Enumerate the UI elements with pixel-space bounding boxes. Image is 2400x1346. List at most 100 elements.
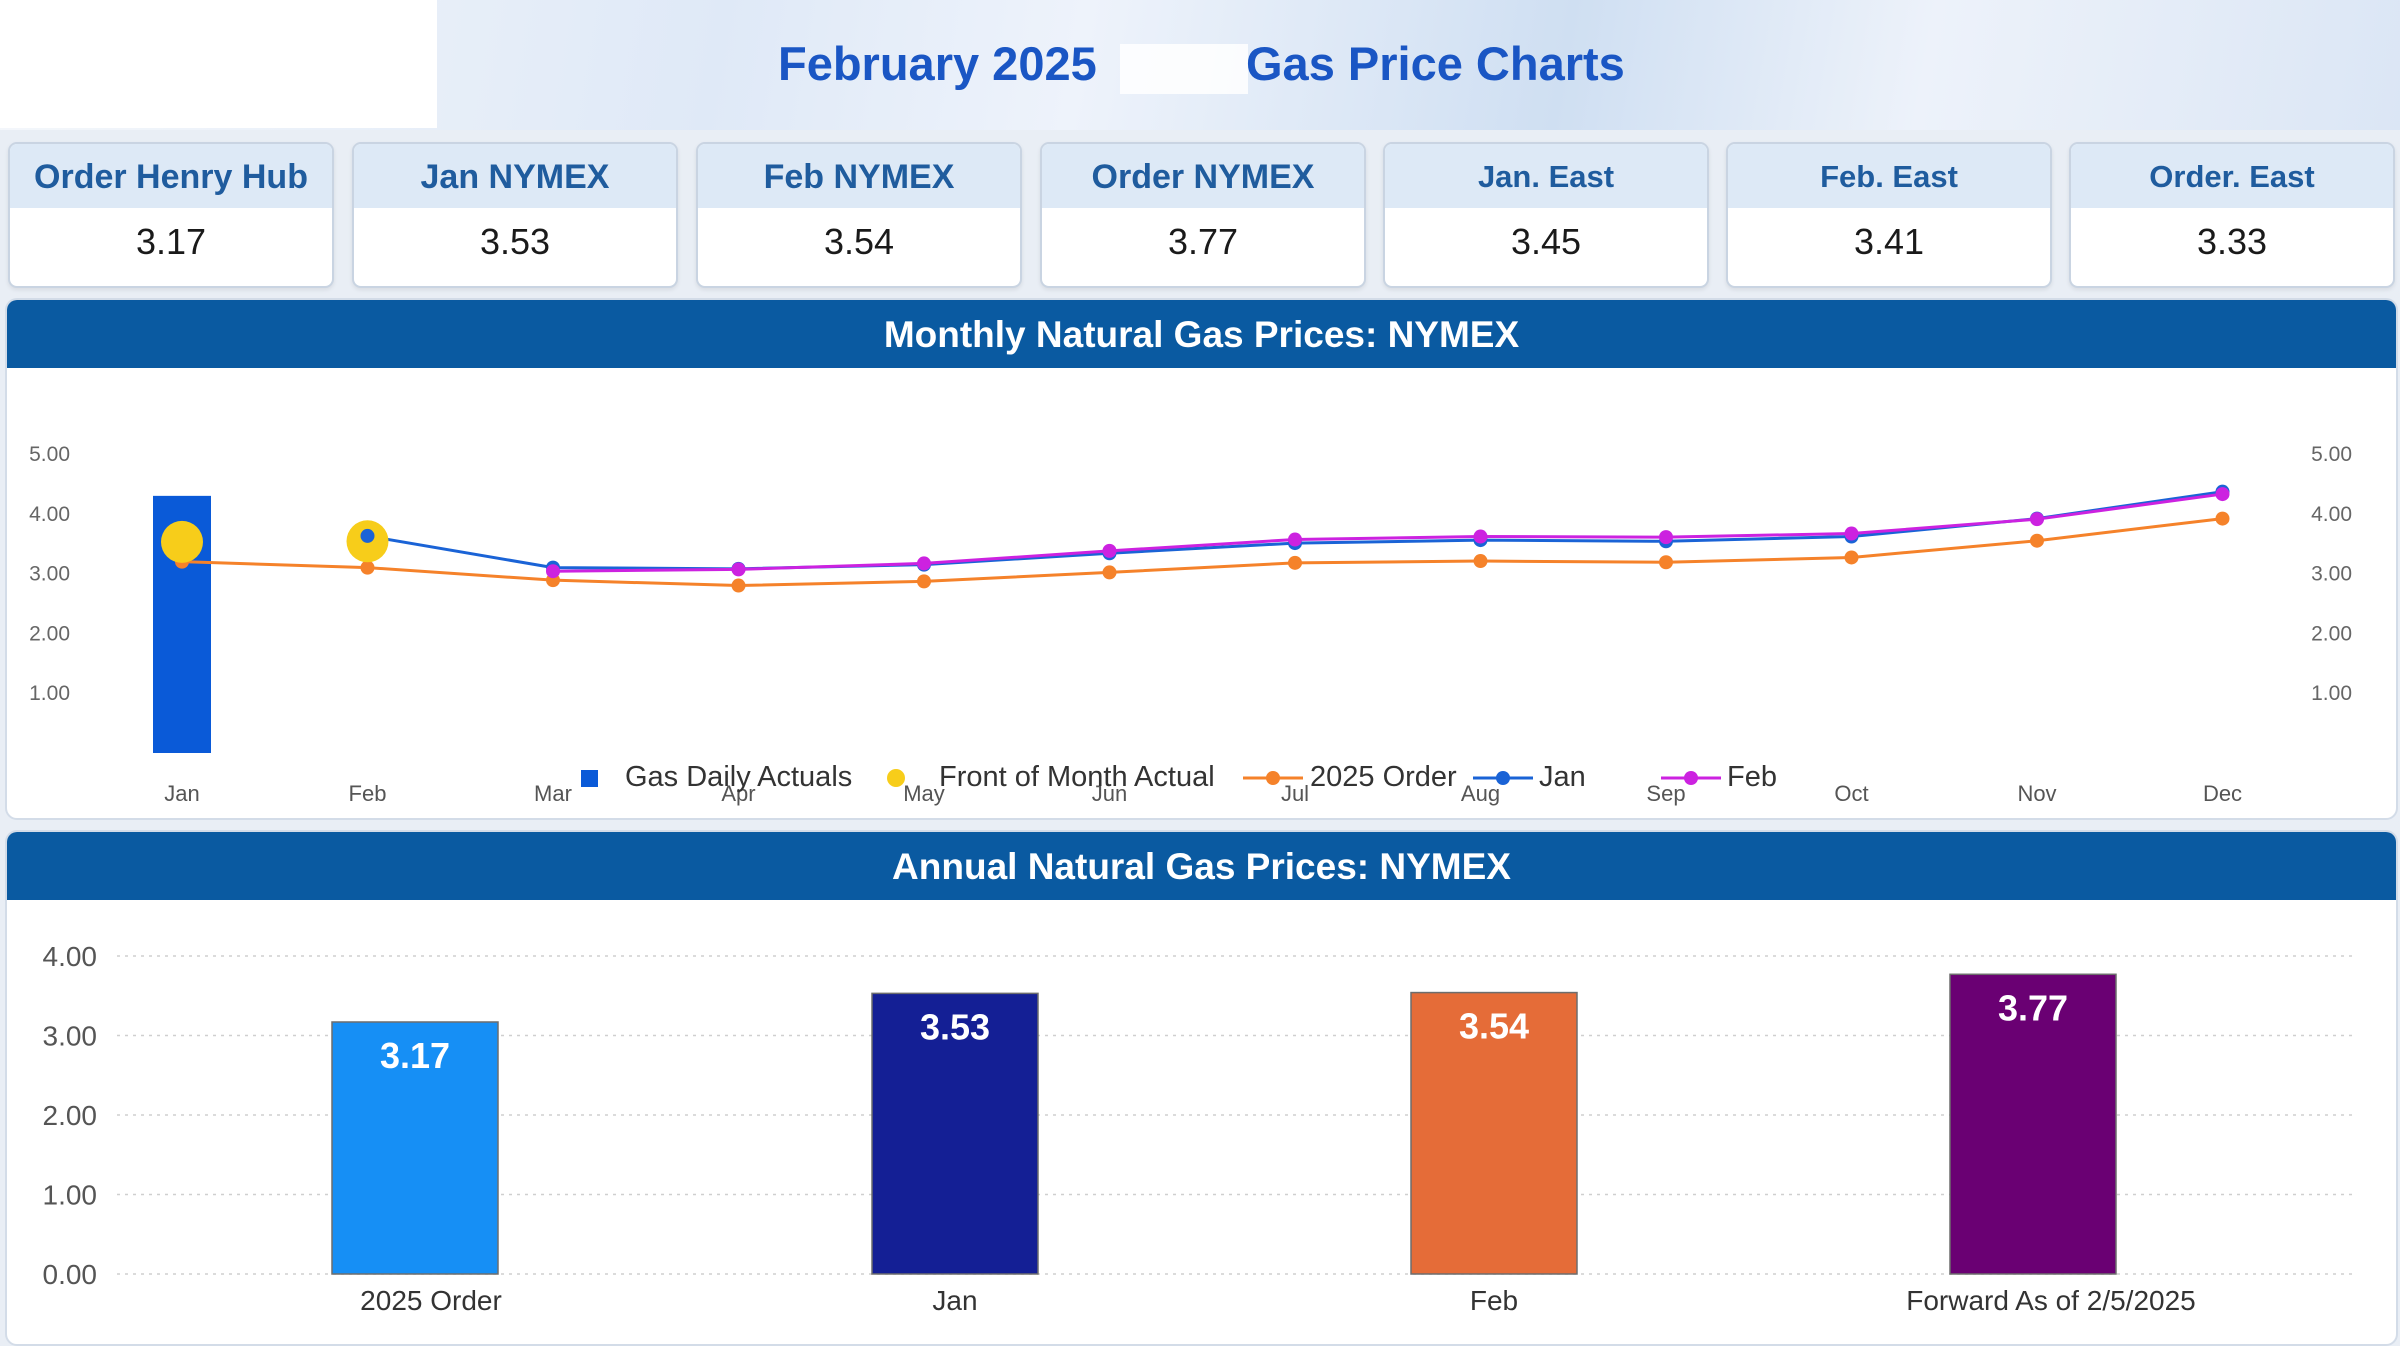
kpi-value: 3.77: [1167, 221, 1239, 262]
y-tick-label: 2.00: [43, 1100, 98, 1131]
feb-point: [2030, 512, 2044, 527]
order-2025-point: [2030, 533, 2044, 548]
kpi-value: 3.41: [1853, 221, 1925, 262]
x-category-label: Forward As of 2/5/2025: [1906, 1285, 2196, 1316]
legend-swatch-jan-dot: [1496, 771, 1510, 785]
kpi-label: Jan NYMEX: [354, 144, 676, 208]
annual-chart: 0.00 1.00 2.00 3.00 4.00 3.17 2025 Order 3.53 Ja…: [43, 941, 2357, 1316]
order-2025-point: [1659, 555, 1673, 570]
kpi-card-jan-east: Jan. East 3.45: [1383, 142, 1709, 288]
order-2025-point: [917, 574, 931, 589]
kpi-value: 3.53: [479, 221, 551, 262]
order-2025-point: [1288, 555, 1302, 570]
title-redaction: [1120, 44, 1248, 94]
x-tick-label: May: [903, 781, 945, 806]
x-tick-label: Feb: [349, 781, 387, 806]
title-month: February 2025: [778, 37, 1097, 90]
y-tick-label: 4.00: [43, 941, 98, 972]
order-2025-point: [2215, 511, 2230, 526]
kpi-card-feb-nymex: Feb NYMEX 3.54: [696, 142, 1022, 288]
jan-point: [360, 528, 375, 543]
kpi-card-jan-nymex: Jan NYMEX 3.53: [352, 142, 678, 288]
feb-point: [1288, 532, 1302, 547]
kpi-card-order-henry-hub: Order Henry Hub 3.17: [8, 142, 334, 288]
y-tick-label: 1.00: [43, 1180, 98, 1211]
header-banner: February 2025 Gas Price Charts: [0, 0, 2400, 130]
x-tick-label: Nov: [2017, 781, 2056, 806]
legend-swatch-feb-dot: [1684, 771, 1698, 785]
order-2025-point: [360, 560, 375, 575]
y-tick-label-left: 5.00: [29, 443, 70, 466]
kpi-value: 3.54: [823, 221, 895, 262]
kpi-label: Feb NYMEX: [698, 144, 1020, 208]
annual-bar: [871, 992, 1039, 1275]
kpi-card-order-nymex: Order NYMEX 3.77: [1040, 142, 1366, 288]
annual-bar-value-label: 3.53: [920, 1006, 990, 1047]
x-tick-label: Oct: [1834, 781, 1868, 806]
legend-swatch-front-of-month: [887, 769, 905, 787]
x-tick-label: Aug: [1461, 781, 1500, 806]
order-2025-point: [731, 578, 746, 593]
x-tick-label: Jun: [1092, 781, 1127, 806]
y-tick-label-left: 4.00: [29, 503, 70, 526]
feb-point: [546, 564, 560, 579]
x-tick-label: Jul: [1281, 781, 1309, 806]
feb-point: [1473, 529, 1488, 544]
feb-point: [1102, 543, 1117, 558]
monthly-chart: 1.00 1.00 2.00 2.00 3.00 3.00 4.00 4.00 5.00 5.00…: [29, 443, 2352, 806]
annual-bar: [1410, 991, 1578, 1275]
kpi-label: Feb. East: [1728, 144, 2050, 208]
annual-bar: [1949, 973, 2117, 1275]
feb-point: [1659, 530, 1673, 545]
x-tick-label: Mar: [534, 781, 572, 806]
order-2025-point: [1102, 565, 1117, 580]
y-tick-label-right: 1.00: [2311, 682, 2352, 705]
annual-bar-value-label: 3.77: [1998, 987, 2068, 1028]
feb-point: [731, 562, 746, 577]
annual-bar-value-label: 3.54: [1459, 1006, 1529, 1047]
kpi-label: Jan. East: [1385, 144, 1707, 208]
legend-label-gas-daily: Gas Daily Actuals: [625, 761, 852, 793]
x-category-label: 2025 Order: [360, 1285, 502, 1316]
order-2025-point: [1844, 550, 1859, 565]
kpi-label: Order Henry Hub: [10, 144, 332, 208]
y-tick-label-right: 4.00: [2311, 503, 2352, 526]
feb-point: [917, 556, 931, 571]
monthly-chart-title: Monthly Natural Gas Prices: NYMEX: [7, 300, 2396, 368]
x-tick-label: Sep: [1646, 781, 1685, 806]
feb-point: [1844, 526, 1859, 541]
annual-chart-panel: Annual Natural Gas Prices: NYMEX 0.00 1.0…: [5, 830, 2398, 1346]
kpi-value: 3.45: [1510, 221, 1582, 262]
x-category-label: Feb: [1470, 1285, 1518, 1316]
logo-placeholder: [0, 0, 437, 128]
kpi-value: 3.17: [135, 221, 207, 262]
legend-swatch-order-2025-dot: [1266, 771, 1280, 785]
y-tick-label: 0.00: [43, 1259, 98, 1290]
order-2025-point: [1473, 554, 1488, 569]
y-tick-label-left: 2.00: [29, 622, 70, 645]
x-category-label: Jan: [932, 1285, 977, 1316]
kpi-value: 3.33: [2196, 221, 2268, 262]
y-tick-label-right: 5.00: [2311, 443, 2352, 466]
y-tick-label: 3.00: [43, 1021, 98, 1052]
feb-point: [2215, 487, 2230, 502]
annual-bar-value-label: 3.17: [380, 1035, 450, 1076]
legend-label-feb: Feb: [1727, 761, 1777, 793]
annual-bar: [331, 1021, 499, 1275]
monthly-chart-panel: Monthly Natural Gas Prices: NYMEX 1.00 1.…: [5, 298, 2398, 820]
order-2025-line: [181, 517, 2223, 588]
x-tick-label: Apr: [721, 781, 755, 806]
page-title: Gas Price Charts: [1246, 37, 1625, 90]
x-tick-label: Dec: [2203, 781, 2242, 806]
legend-label-front-of-month: Front of Month Actual: [939, 761, 1215, 793]
front-of-month-marker: [161, 520, 203, 563]
annual-chart-title: Annual Natural Gas Prices: NYMEX: [7, 832, 2396, 900]
y-tick-label-right: 3.00: [2311, 563, 2352, 586]
y-tick-label-left: 3.00: [29, 563, 70, 586]
x-tick-label: Jan: [164, 781, 199, 806]
y-tick-label-right: 2.00: [2311, 622, 2352, 645]
kpi-label: Order. East: [2071, 144, 2393, 208]
kpi-label: Order NYMEX: [1042, 144, 1364, 208]
legend-label-jan: Jan: [1539, 761, 1586, 793]
legend-swatch-gas-daily: [581, 770, 598, 787]
